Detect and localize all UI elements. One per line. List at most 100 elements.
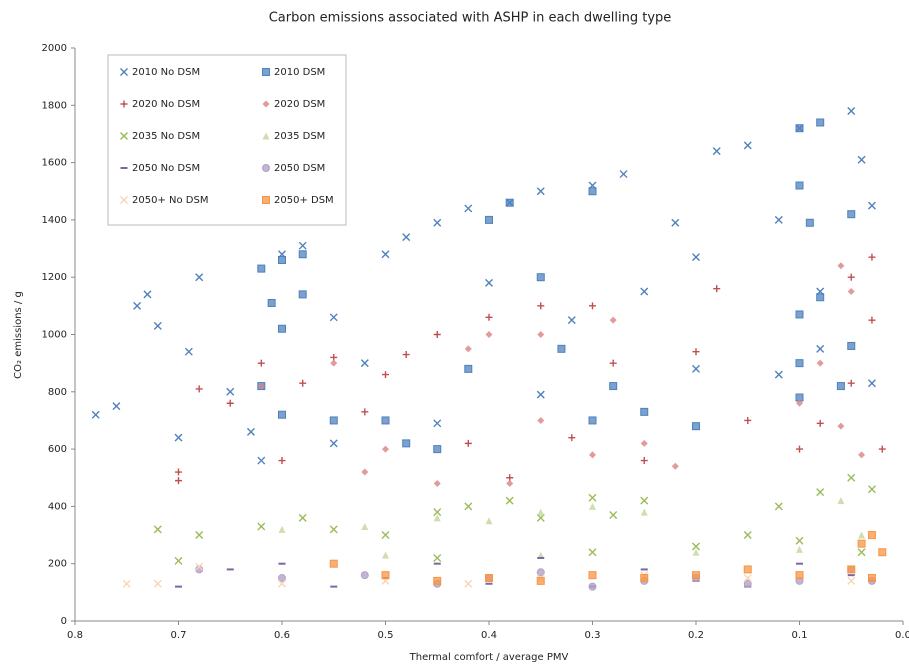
data-point	[692, 348, 700, 356]
data-point	[713, 285, 721, 293]
data-point	[536, 568, 545, 577]
data-point	[153, 579, 162, 588]
data-point	[433, 508, 442, 517]
data-point	[588, 493, 597, 502]
x-tick-label: 0.8	[67, 630, 83, 641]
data-point	[640, 496, 649, 505]
y-tick-label: 0	[61, 616, 67, 627]
data-point	[329, 525, 338, 534]
data-point	[816, 118, 825, 127]
data-point	[847, 576, 856, 585]
data-point	[433, 514, 441, 522]
data-point	[847, 273, 855, 281]
data-point	[640, 574, 649, 583]
data-point	[175, 468, 182, 476]
data-point	[298, 241, 307, 250]
data-point	[329, 559, 338, 568]
data-point	[278, 410, 286, 419]
legend-label: 2035 DSM	[274, 131, 325, 142]
data-point	[433, 419, 442, 428]
data-point	[485, 574, 493, 583]
data-point	[816, 488, 825, 497]
data-point	[867, 485, 876, 494]
y-tick-label: 600	[48, 444, 67, 455]
data-point	[847, 473, 856, 482]
data-point	[133, 301, 142, 310]
data-point	[381, 250, 390, 259]
data-point	[382, 551, 389, 559]
y-tick-label: 1200	[42, 272, 67, 283]
data-point	[847, 210, 856, 219]
x-tick-label: 0.0	[895, 630, 909, 641]
data-point	[795, 310, 804, 319]
data-point	[329, 416, 338, 425]
x-axis-title: Thermal comfort / average PMV	[409, 652, 569, 663]
data-point	[329, 439, 338, 448]
data-point	[847, 107, 856, 116]
legend-label: 2050 DSM	[274, 163, 325, 174]
data-point	[537, 302, 545, 310]
data-point	[537, 551, 545, 559]
data-point	[671, 462, 679, 470]
data-point	[589, 502, 596, 510]
data-point	[360, 359, 369, 368]
data-point	[568, 434, 576, 442]
data-point	[174, 556, 183, 565]
data-point	[195, 273, 204, 282]
data-point	[858, 451, 866, 459]
data-point	[588, 548, 597, 557]
data-point	[816, 344, 825, 353]
data-point	[299, 379, 307, 387]
data-point	[195, 562, 204, 571]
y-tick-label: 400	[48, 501, 67, 512]
data-point	[433, 479, 441, 487]
data-point	[195, 531, 204, 540]
data-point	[640, 439, 648, 447]
data-point	[464, 439, 472, 447]
x-tick-label: 0.4	[481, 630, 497, 641]
data-point	[433, 553, 442, 562]
data-point	[330, 359, 338, 367]
data-point	[257, 456, 266, 465]
data-point	[536, 273, 545, 282]
data-point	[505, 496, 514, 505]
data-point	[816, 359, 824, 367]
data-point	[485, 215, 493, 224]
data-point	[640, 508, 648, 516]
data-point	[485, 313, 493, 321]
data-point	[867, 574, 876, 583]
data-point	[619, 170, 628, 179]
data-point	[184, 347, 193, 356]
data-point	[257, 382, 265, 390]
data-point	[361, 408, 369, 416]
data-point	[589, 451, 596, 459]
data-point	[692, 548, 700, 556]
legend-marker	[120, 132, 128, 140]
data-point	[278, 256, 286, 265]
data-point	[796, 399, 803, 407]
data-point	[361, 522, 369, 530]
data-point	[847, 288, 855, 296]
data-point	[640, 407, 649, 416]
data-point	[743, 531, 752, 540]
legend-label: 2050+ No DSM	[132, 195, 208, 206]
data-point	[837, 497, 845, 505]
legend-label: 2035 No DSM	[132, 131, 200, 142]
data-point	[795, 536, 804, 545]
data-point	[692, 253, 700, 262]
data-point	[795, 571, 804, 580]
x-tick-label: 0.2	[688, 630, 704, 641]
data-point	[361, 468, 369, 476]
legend-marker	[120, 68, 128, 76]
chart-title: Carbon emissions associated with ASHP in…	[269, 11, 672, 26]
data-point	[609, 382, 618, 391]
legend-marker	[262, 132, 270, 140]
legend-label: 2050+ DSM	[274, 195, 334, 206]
data-point	[433, 218, 442, 227]
data-point	[433, 576, 442, 585]
y-tick-label: 2000	[42, 43, 67, 54]
y-tick-label: 1400	[42, 215, 67, 226]
legend-label: 2010 DSM	[274, 67, 325, 78]
x-tick-label: 0.7	[171, 630, 187, 641]
data-point	[485, 517, 493, 525]
